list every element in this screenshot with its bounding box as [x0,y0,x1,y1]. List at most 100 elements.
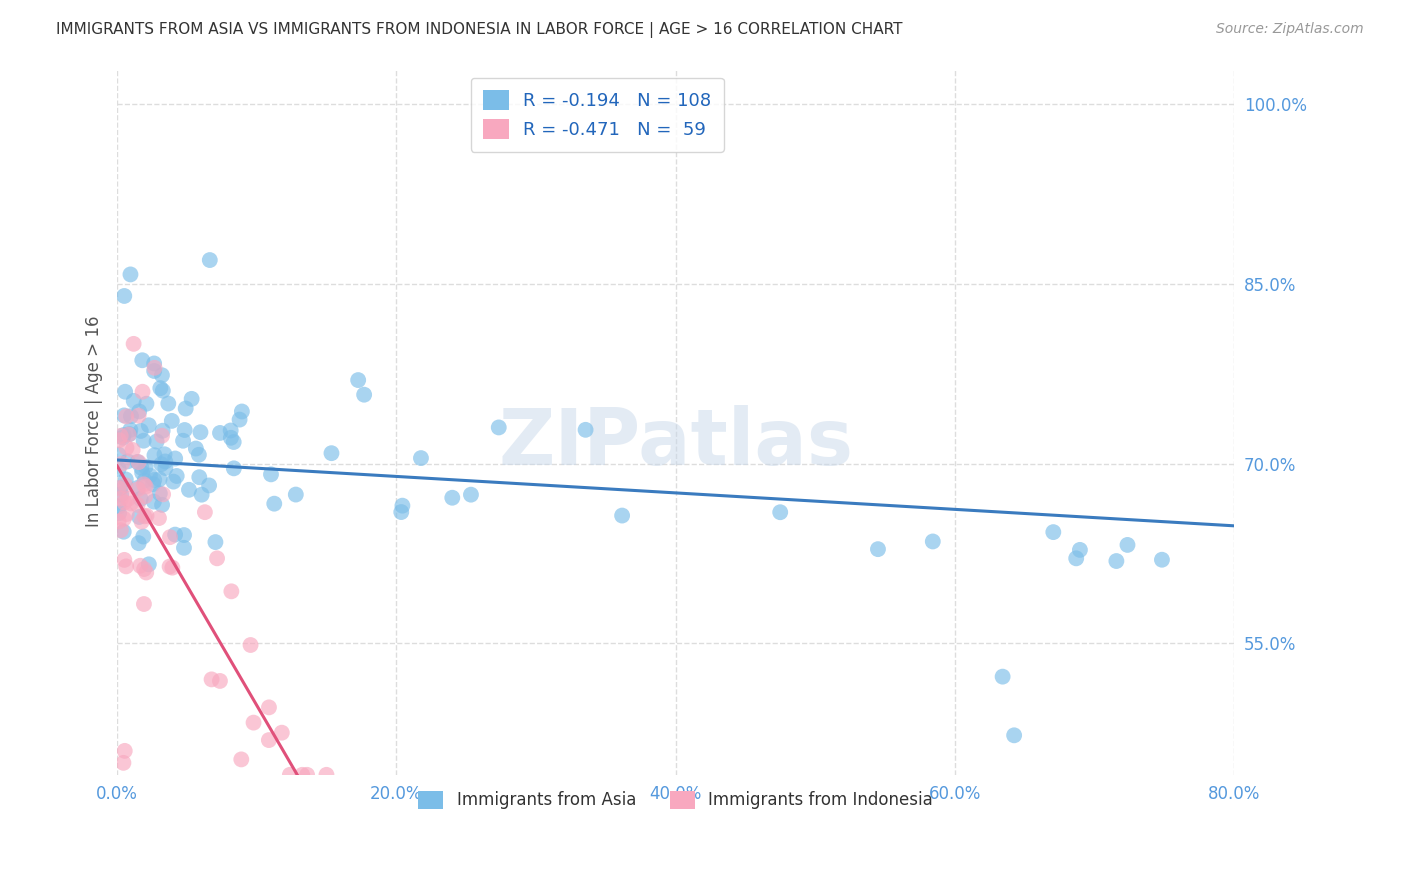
Point [610,508,633,523]
Point [107,515,129,529]
Point [295,768,318,782]
Point [127,498,149,512]
Point [257,733,280,747]
Point [150,498,173,512]
Point [112,524,135,539]
Point [142,477,165,491]
Point [866,542,889,557]
Point [174,401,197,416]
Point [200,673,222,687]
Point [120,409,142,424]
Point [132,529,155,543]
Point [132,434,155,448]
Point [347,373,370,387]
Point [222,461,245,475]
Point [132,477,155,491]
Point [143,364,166,378]
Point [204,535,226,549]
Point [260,467,283,482]
Point [135,508,157,523]
Point [112,409,135,423]
Point [129,558,152,573]
Text: ZIPatlas: ZIPatlas [498,405,853,481]
Point [219,424,242,438]
Point [112,495,135,509]
Point [162,560,184,574]
Point [441,491,464,505]
Point [205,551,228,566]
Point [208,673,231,688]
Point [114,384,136,399]
Text: Source: ZipAtlas.com: Source: ZipAtlas.com [1216,22,1364,37]
Point [128,510,150,524]
Point [110,487,132,501]
Point [284,487,307,501]
Point [134,474,156,488]
Point [257,700,280,714]
Point [131,460,153,475]
Point [1116,538,1139,552]
Point [114,744,136,758]
Point [991,670,1014,684]
Point [142,494,165,508]
Point [128,455,150,469]
Point [1002,728,1025,742]
Point [1150,553,1173,567]
Point [143,448,166,462]
Point [460,488,482,502]
Point [112,756,135,770]
Point [148,472,170,486]
Point [173,541,195,555]
Point [129,424,152,438]
Point [128,409,150,423]
Point [135,479,157,493]
Point [107,448,129,462]
Point [152,384,174,398]
Point [291,768,314,782]
Point [108,506,131,520]
Point [1105,554,1128,568]
Point [129,491,152,506]
Point [155,461,177,475]
Point [111,431,134,445]
Point [107,462,129,476]
Point [111,457,134,471]
Point [135,397,157,411]
Point [127,481,149,495]
Point [148,511,170,525]
Point [150,428,173,442]
Point [118,427,141,442]
Point [208,425,231,440]
Point [112,428,135,442]
Point [389,505,412,519]
Point [153,447,176,461]
Point [143,356,166,370]
Point [180,392,202,406]
Point [159,559,181,574]
Point [159,530,181,544]
Point [165,527,187,541]
Point [108,434,131,448]
Point [117,427,139,442]
Point [155,454,177,468]
Point [107,481,129,495]
Point [1069,542,1091,557]
Point [353,387,375,401]
Point [221,584,243,599]
Point [131,384,153,399]
Point [409,451,432,466]
Legend: Immigrants from Asia, Immigrants from Indonesia: Immigrants from Asia, Immigrants from In… [412,784,939,816]
Point [120,496,142,510]
Point [315,768,337,782]
Point [278,768,301,782]
Point [157,396,180,410]
Point [117,454,139,468]
Point [145,434,167,449]
Point [134,489,156,503]
Point [149,381,172,395]
Point [117,491,139,506]
Point [194,505,217,519]
Point [177,483,200,497]
Point [263,497,285,511]
Point [131,515,153,529]
